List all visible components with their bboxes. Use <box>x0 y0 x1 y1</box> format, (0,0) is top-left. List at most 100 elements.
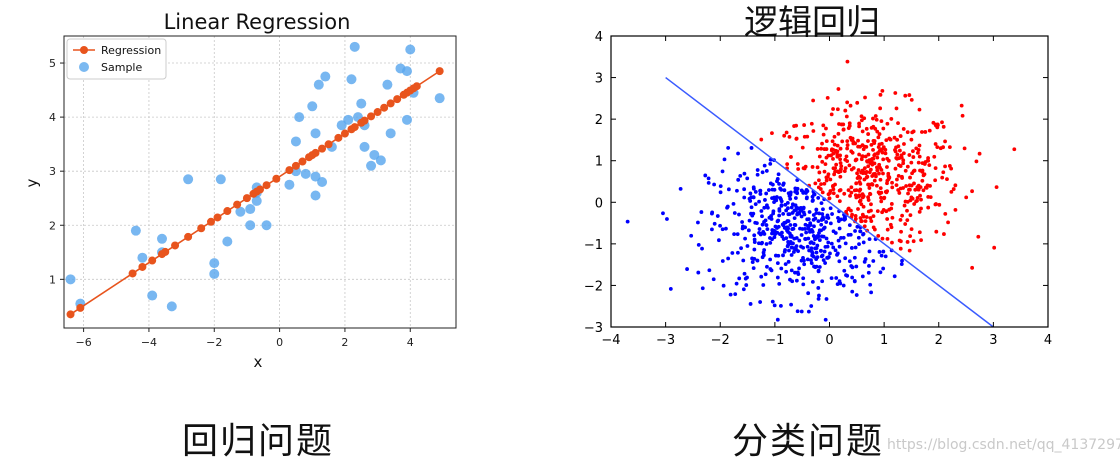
class-0-point <box>823 317 828 322</box>
class-0-point <box>828 206 833 211</box>
class-0-point <box>830 212 834 216</box>
regression-point <box>207 217 215 226</box>
class-0-point <box>779 199 784 204</box>
class-1-point <box>920 130 924 134</box>
class-0-point <box>742 195 747 200</box>
class-0-point <box>819 254 824 259</box>
class-1-point <box>817 154 822 159</box>
class-0-point <box>789 268 794 273</box>
class-1-point <box>886 171 891 176</box>
class-1-point <box>819 146 824 151</box>
class-0-point <box>817 238 822 242</box>
class-0-point <box>861 232 865 237</box>
class-1-point <box>890 180 894 185</box>
class-1-point <box>910 130 915 135</box>
class-0-point <box>815 243 820 248</box>
class-1-point <box>974 159 979 164</box>
class-1-point <box>940 175 945 180</box>
regression-point <box>272 174 281 183</box>
class-0-point <box>717 238 721 243</box>
sample-point <box>307 101 318 112</box>
class-0-point <box>715 214 720 218</box>
class-1-point <box>964 195 969 200</box>
class-0-point <box>836 215 840 220</box>
class-0-point <box>847 259 852 264</box>
class-0-point <box>761 283 766 287</box>
class-0-point <box>801 205 806 210</box>
class-1-point <box>905 130 910 135</box>
class-0-point <box>857 242 861 247</box>
class-1-point <box>909 97 914 102</box>
class-0-point <box>867 263 871 268</box>
class-0-point <box>842 217 847 222</box>
class-1-point <box>873 152 877 157</box>
class-0-point <box>793 196 798 200</box>
class-1-point <box>869 142 874 147</box>
class-1-point <box>794 136 799 141</box>
class-1-point <box>959 103 964 108</box>
class-1-point <box>818 187 823 191</box>
class-0-point <box>817 211 822 216</box>
class-1-point <box>817 170 822 175</box>
sample-point <box>310 190 321 201</box>
class-0-point <box>801 282 806 287</box>
class-1-point <box>916 160 921 165</box>
sample-point <box>147 290 158 301</box>
class-0-point <box>793 223 798 227</box>
regression-point <box>367 112 376 121</box>
class-1-point <box>815 147 820 151</box>
class-1-point <box>838 153 843 158</box>
class-0-point <box>752 256 757 261</box>
class-0-point <box>784 269 789 274</box>
class-0-point <box>742 187 747 192</box>
class-0-point <box>784 236 789 241</box>
class-1-point <box>926 205 931 210</box>
class-0-point <box>755 172 760 177</box>
class-0-point <box>803 226 807 231</box>
class-0-point <box>756 241 761 246</box>
classification-caption: 分类问题 <box>732 421 885 462</box>
class-1-point <box>844 154 849 159</box>
class-1-point <box>868 216 873 220</box>
class-0-point <box>810 279 815 284</box>
class-1-point <box>843 108 848 113</box>
class-0-point <box>828 221 833 226</box>
sample-point <box>385 128 396 139</box>
class-1-point <box>892 135 897 140</box>
sample-point <box>349 41 360 52</box>
class-0-point <box>707 268 712 273</box>
x-tick-label: 0 <box>825 333 833 348</box>
class-0-point <box>853 245 858 250</box>
class-1-point <box>879 199 884 204</box>
sample-point <box>215 174 226 185</box>
class-1-point <box>875 151 880 156</box>
class-0-point <box>710 210 715 215</box>
class-1-point <box>837 122 841 126</box>
class-0-point <box>763 198 767 202</box>
class-0-point <box>814 250 819 255</box>
class-1-point <box>914 146 919 151</box>
class-0-point <box>805 257 810 262</box>
class-0-point <box>764 191 769 196</box>
regression-x-axis-label: x <box>254 353 263 371</box>
class-0-point <box>711 277 716 282</box>
class-0-point <box>731 201 736 206</box>
class-1-point <box>842 191 847 196</box>
class-0-point <box>732 211 737 215</box>
class-1-point <box>977 151 982 156</box>
class-1-point <box>920 178 925 183</box>
class-0-point <box>788 196 793 201</box>
y-tick-label: 1 <box>595 155 603 170</box>
class-0-point <box>718 184 723 189</box>
class-0-point <box>791 226 796 231</box>
class-1-point <box>872 178 877 183</box>
class-0-point <box>773 224 778 229</box>
class-1-point <box>871 214 876 219</box>
class-1-point <box>802 123 807 127</box>
class-0-point <box>782 249 787 254</box>
class-0-point <box>833 231 838 235</box>
class-1-point <box>901 161 906 166</box>
class-0-point <box>703 173 708 178</box>
class-0-point <box>849 264 854 268</box>
class-0-point <box>855 224 860 229</box>
